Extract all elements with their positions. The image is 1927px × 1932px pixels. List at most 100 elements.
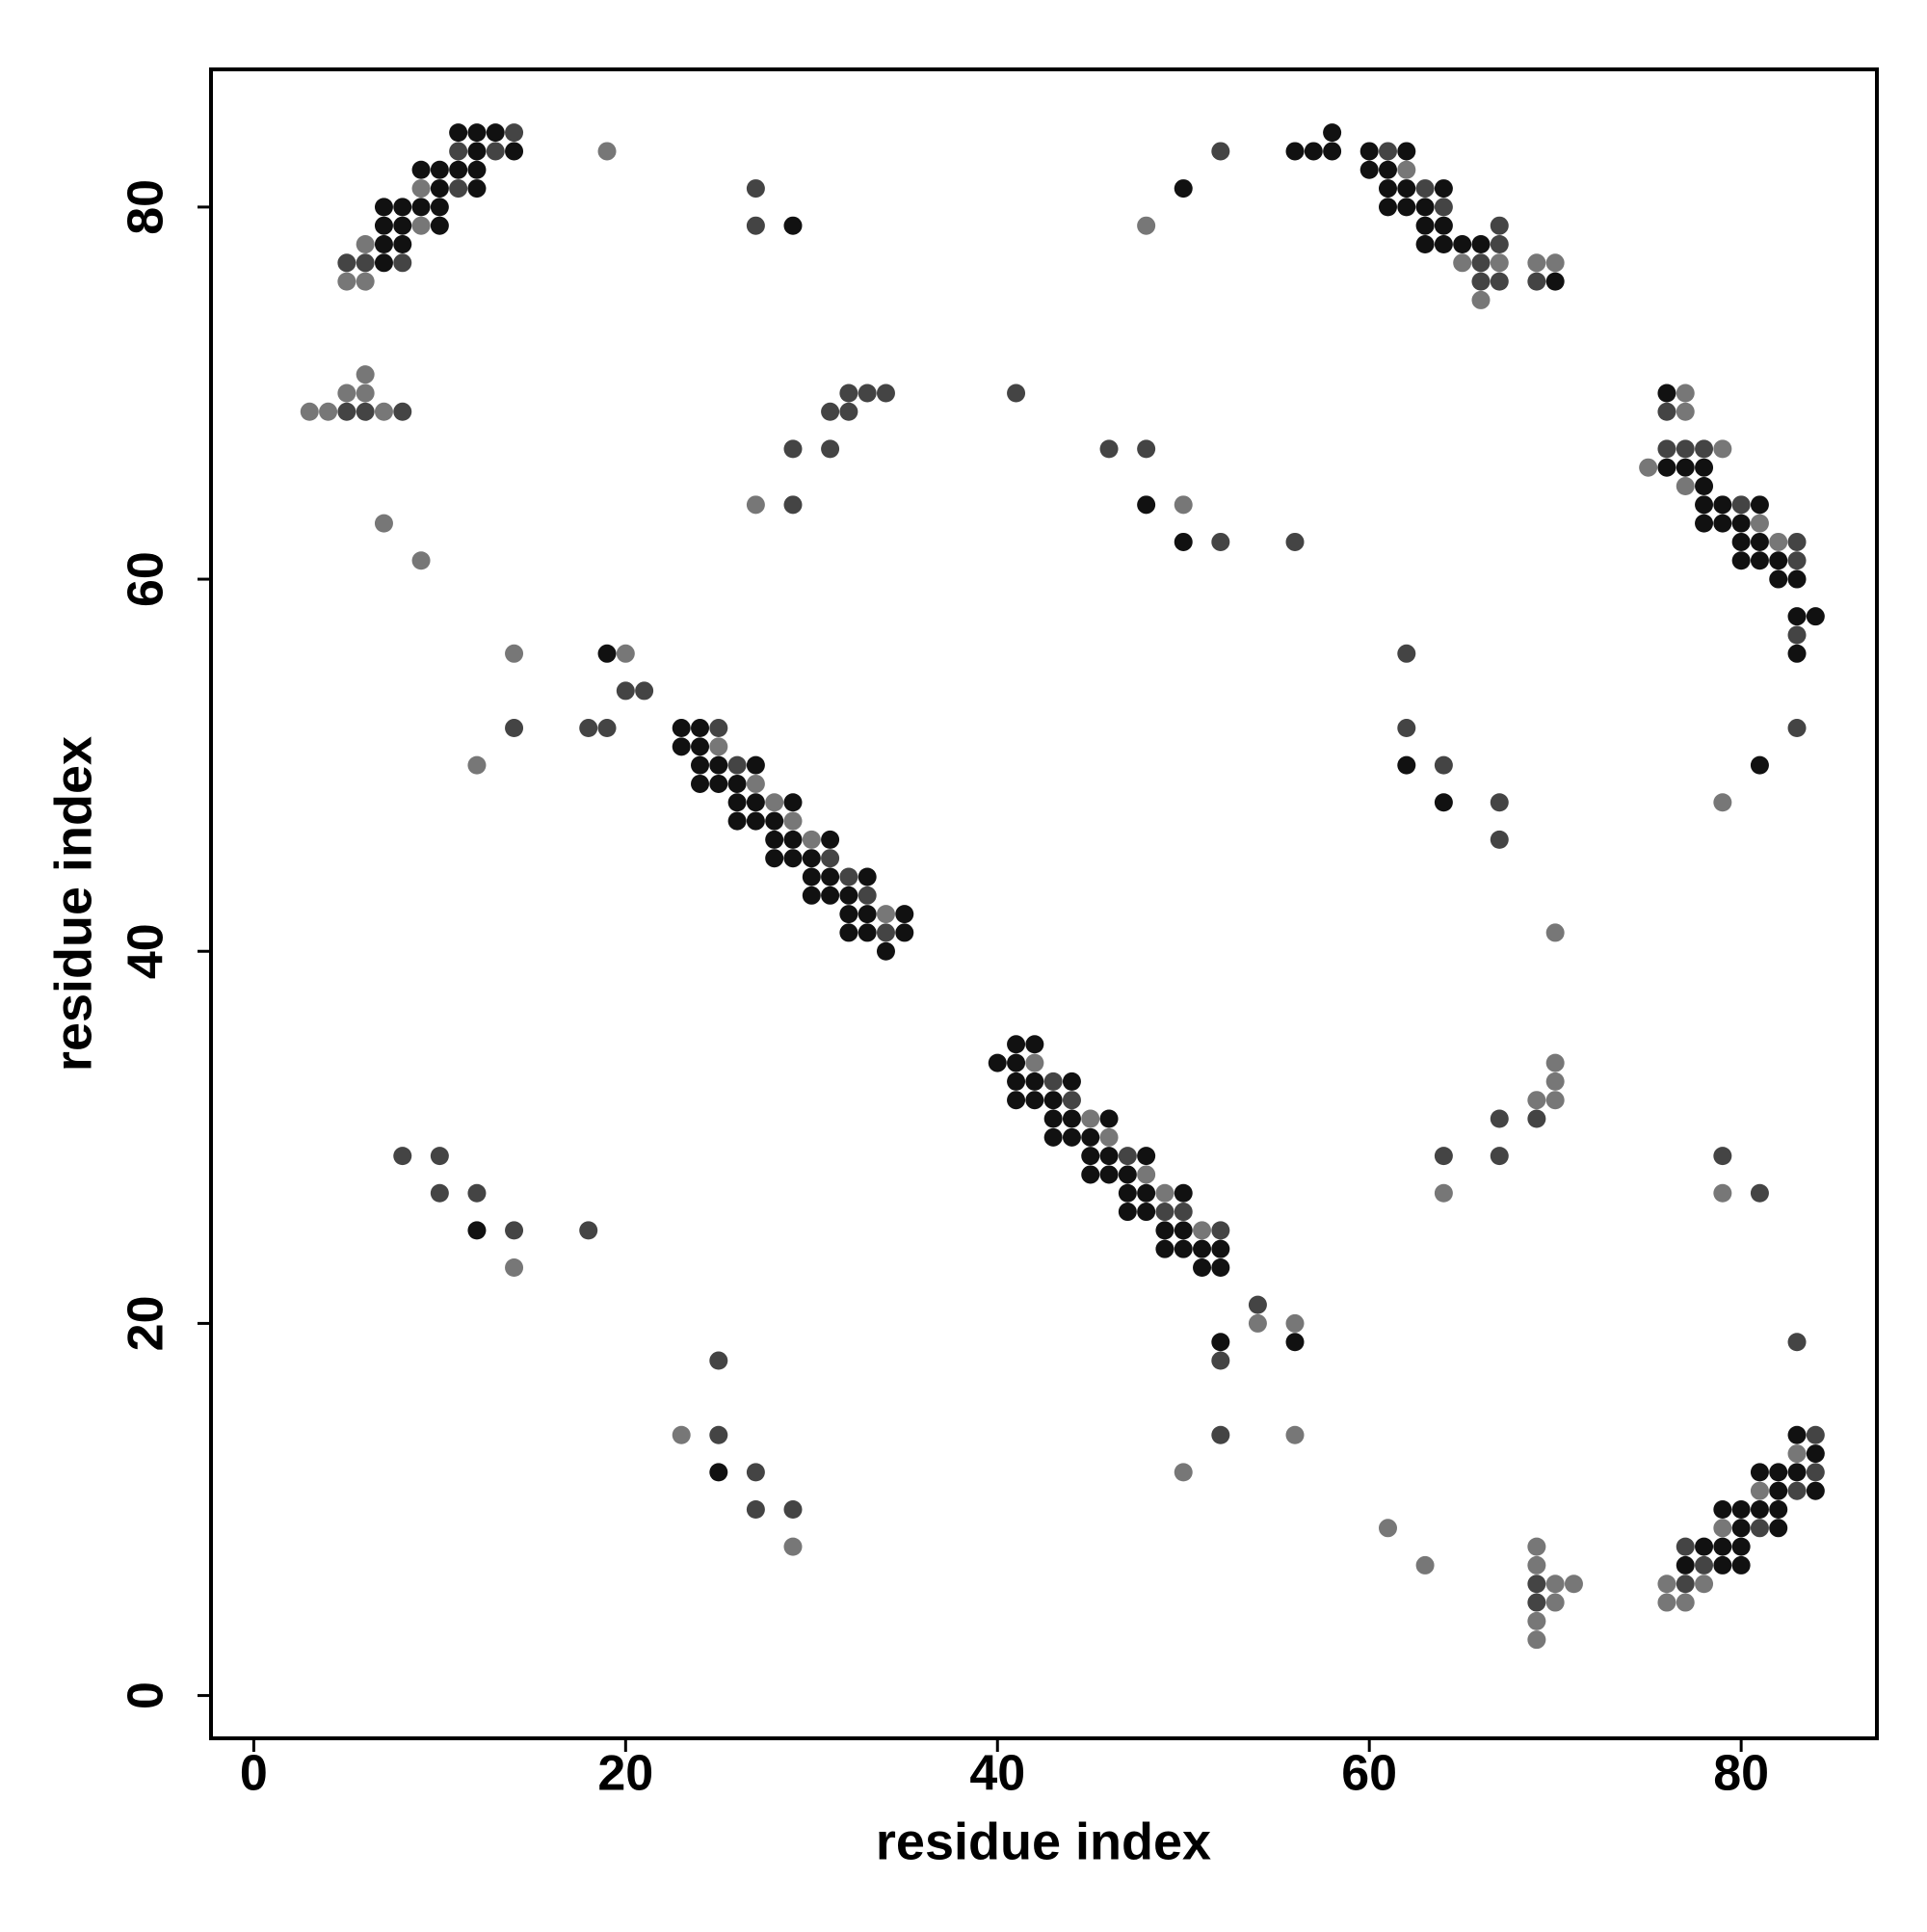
- contact-point: [411, 198, 431, 217]
- contact-point: [1769, 569, 1788, 589]
- contact-point: [1750, 1519, 1769, 1538]
- contact-point: [1415, 198, 1435, 217]
- contact-point: [356, 235, 375, 254]
- contact-point: [1471, 272, 1491, 291]
- contact-point: [505, 123, 524, 143]
- contact-point: [1137, 216, 1156, 235]
- contact-point: [672, 737, 691, 756]
- contact-point: [1490, 235, 1509, 254]
- contact-point: [1545, 1593, 1565, 1612]
- contact-point: [1434, 216, 1453, 235]
- contact-point: [337, 384, 356, 403]
- contact-point: [709, 1463, 728, 1482]
- contact-point: [1323, 142, 1342, 161]
- contact-point: [1471, 235, 1491, 254]
- contact-point: [356, 365, 375, 384]
- contact-point: [393, 235, 412, 254]
- contact-point: [1527, 1537, 1546, 1556]
- contact-point: [1397, 755, 1416, 775]
- contact-point: [374, 514, 393, 533]
- contact-point: [505, 1257, 524, 1277]
- contact-point: [1527, 1593, 1546, 1612]
- contact-point: [821, 867, 840, 887]
- contact-point: [1118, 1183, 1137, 1203]
- contact-point: [1527, 1611, 1546, 1630]
- contact-point: [821, 886, 840, 905]
- contact-point: [449, 123, 468, 143]
- contact-point: [1713, 1537, 1732, 1556]
- x-axis-title: residue index: [876, 1813, 1211, 1870]
- contact-point: [1806, 1425, 1825, 1444]
- contact-point: [1453, 253, 1472, 273]
- contact-point: [1025, 1035, 1044, 1054]
- contact-point: [1806, 1444, 1825, 1464]
- contact-point: [783, 830, 803, 849]
- y-axis-title: residue index: [44, 736, 102, 1072]
- contact-point: [1118, 1165, 1137, 1184]
- contact-point: [783, 1537, 803, 1556]
- contact-point: [1378, 142, 1397, 161]
- contact-point: [1750, 551, 1769, 570]
- contact-point: [1397, 719, 1416, 738]
- contact-point: [839, 402, 858, 421]
- contact-point: [1731, 1555, 1751, 1575]
- contact-point: [1434, 755, 1453, 775]
- contact-point: [1676, 384, 1695, 403]
- contact-point: [1769, 1500, 1788, 1520]
- contact-point: [709, 737, 728, 756]
- contact-point: [1787, 644, 1807, 663]
- contact-point: [1545, 253, 1565, 273]
- contact-point: [746, 179, 765, 198]
- x-tick-label: 40: [969, 1746, 1025, 1802]
- contact-point: [467, 160, 487, 179]
- contact-point: [1545, 1091, 1565, 1110]
- contact-point: [1137, 1203, 1156, 1222]
- contact-point: [505, 142, 524, 161]
- contact-point: [1081, 1165, 1100, 1184]
- contact-point: [839, 886, 858, 905]
- contact-point: [1657, 402, 1676, 421]
- contact-point: [1769, 551, 1788, 570]
- contact-point: [1174, 1463, 1193, 1482]
- contact-point: [579, 719, 598, 738]
- contact-point: [393, 1147, 412, 1166]
- contact-point: [374, 216, 393, 235]
- contact-point: [1378, 160, 1397, 179]
- contact-point: [1397, 142, 1416, 161]
- contact-point: [1359, 142, 1379, 161]
- contact-point: [430, 160, 449, 179]
- contact-point: [988, 1053, 1007, 1072]
- contact-point: [783, 793, 803, 812]
- contact-point: [691, 737, 710, 756]
- contact-point: [467, 1183, 487, 1203]
- contact-point: [821, 849, 840, 868]
- contact-point: [1545, 272, 1565, 291]
- contact-point: [746, 216, 765, 235]
- contact-point: [1750, 755, 1769, 775]
- contact-point: [1545, 1053, 1565, 1072]
- contact-point: [1211, 1425, 1230, 1444]
- contact-point: [1378, 198, 1397, 217]
- contact-point: [1248, 1313, 1267, 1333]
- contact-point: [1174, 532, 1193, 551]
- contact-point: [1490, 216, 1509, 235]
- contact-point: [876, 941, 895, 961]
- contact-point: [1731, 1519, 1751, 1538]
- contact-point: [1081, 1147, 1100, 1166]
- contact-point: [393, 402, 412, 421]
- contact-point: [1434, 1147, 1453, 1166]
- contact-point: [1304, 142, 1323, 161]
- contact-point: [467, 179, 487, 198]
- contact-point: [821, 830, 840, 849]
- contact-point: [672, 719, 691, 738]
- contact-point: [1695, 514, 1714, 533]
- contact-point: [1285, 532, 1305, 551]
- contact-point: [802, 886, 821, 905]
- contact-point: [1081, 1109, 1100, 1128]
- contact-point: [1415, 235, 1435, 254]
- contact-point: [1527, 1091, 1546, 1110]
- contact-point: [1211, 1221, 1230, 1240]
- contact-point: [356, 402, 375, 421]
- contact-point: [765, 830, 784, 849]
